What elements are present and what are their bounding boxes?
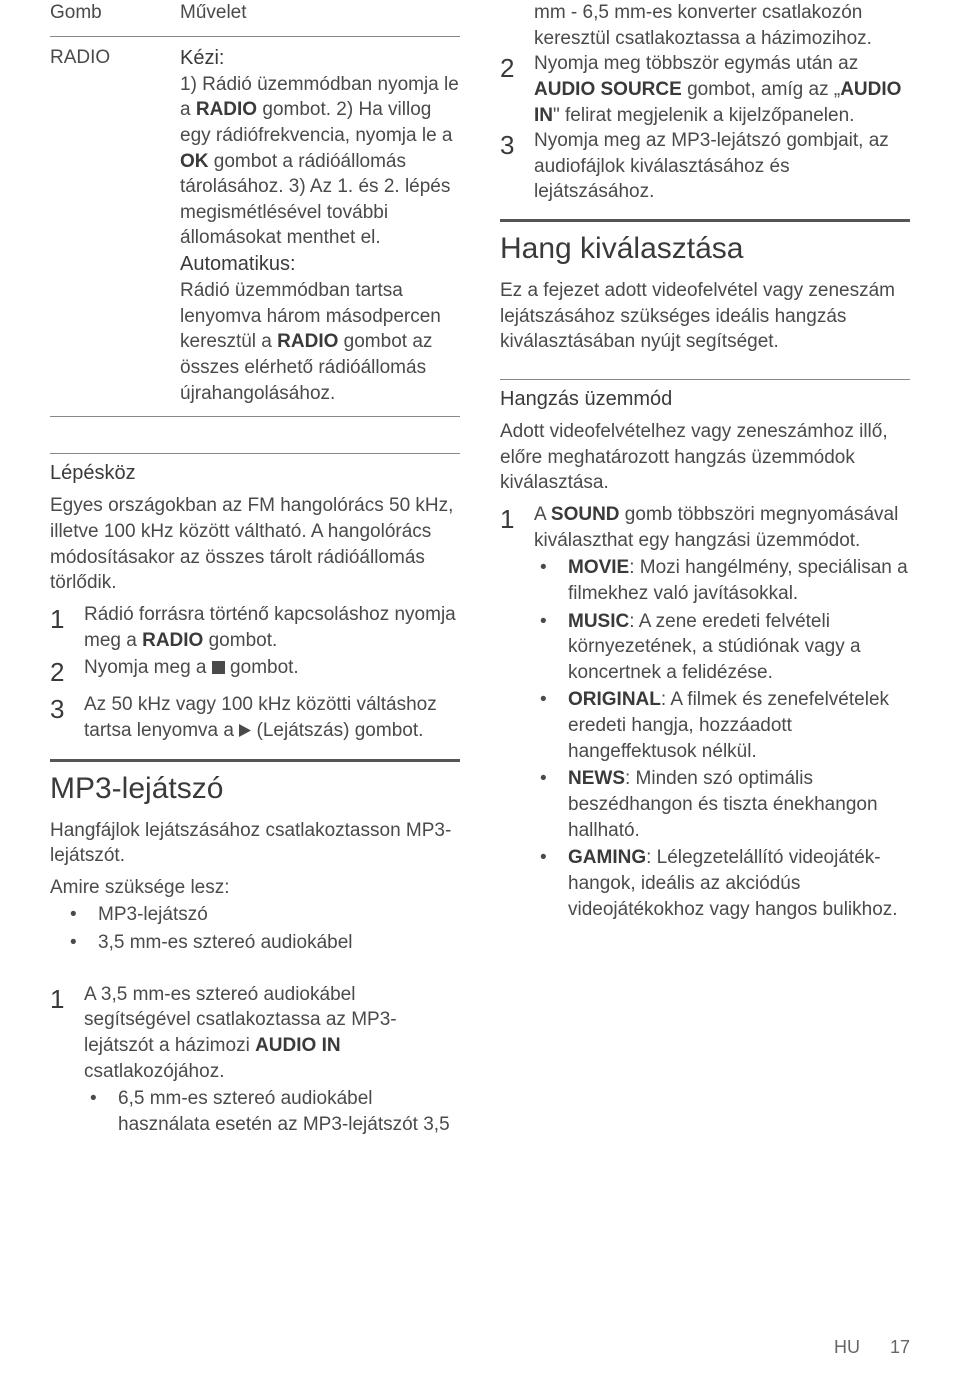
lepeskoz-steps: 1 Rádió forrásra történő kapcsoláshoz ny… — [50, 602, 460, 745]
divider — [50, 36, 460, 37]
stop-icon — [212, 661, 225, 674]
page-columns: Gomb Művelet RADIO Kézi: 1) Rádió üzemmó… — [50, 0, 910, 1317]
left-column: Gomb Művelet RADIO Kézi: 1) Rádió üzemmó… — [50, 0, 460, 1317]
modes-list: •MOVIE: Mozi hangélmény, speciálisan a f… — [500, 555, 910, 922]
mp3-need-list: •MP3-lejátszó •3,5 mm-es sztereó audioká… — [50, 902, 460, 955]
continuation-text: mm - 6,5 mm-es konverter csatlakozón ker… — [500, 0, 910, 51]
footer-page: 17 — [890, 1337, 910, 1358]
list-item: 3 Nyomja meg az MP3-lejátszó gombjait, a… — [500, 128, 910, 205]
list-item: 1 Rádió forrásra történő kapcsoláshoz ny… — [50, 602, 460, 653]
divider — [50, 453, 460, 454]
list-item: •MP3-lejátszó — [50, 902, 460, 928]
step-text: Az 50 kHz vagy 100 kHz közötti váltáshoz… — [84, 692, 460, 744]
table-cell-action: Kézi: 1) Rádió üzemmódban nyomja le a RA… — [180, 45, 460, 407]
bullet-icon: • — [540, 687, 568, 764]
mp3-steps: 1 A 3,5 mm-es sztereó audiokábel segítsé… — [50, 982, 460, 1085]
table-header-col2: Művelet — [180, 0, 460, 26]
mode-steps: 1 A SOUND gomb többszöri megnyomásával k… — [500, 502, 910, 553]
hang-heading: Hang kiválasztása — [500, 232, 910, 266]
bullet-icon: • — [540, 555, 568, 606]
table-header-col1: Gomb — [50, 0, 180, 26]
list-item: •6,5 mm-es sztereó audiokábel használata… — [50, 1086, 460, 1137]
step-number: 2 — [50, 655, 84, 690]
step-number: 2 — [500, 51, 534, 128]
radio-bold: RADIO — [196, 99, 257, 120]
auto-label: Automatikus: — [180, 253, 296, 275]
thick-divider — [50, 759, 460, 762]
mp3-heading: MP3-lejátszó — [50, 772, 460, 806]
bullet-icon: • — [70, 930, 98, 956]
bullet-icon: • — [540, 609, 568, 686]
text: gombot a rádióállomás tárolásához. 3) Az… — [180, 151, 450, 249]
table-cell-button: RADIO — [50, 45, 180, 407]
divider — [50, 416, 460, 417]
step-text: Nyomja meg többször egymás után az AUDIO… — [534, 51, 910, 128]
divider — [500, 379, 910, 380]
step-number: 1 — [50, 982, 84, 1085]
ok-bold: OK — [180, 151, 209, 172]
mp3-need-heading: Amire szüksége lesz: — [50, 875, 460, 901]
step-number: 1 — [50, 602, 84, 653]
list-item: •GAMING: Lélegzetelállító videojáték-han… — [500, 845, 910, 922]
mode-heading: Hangzás üzemmód — [500, 388, 910, 411]
lepeskoz-heading: Lépésköz — [50, 462, 460, 485]
list-item: •MUSIC: A zene eredeti felvételi környez… — [500, 609, 910, 686]
right-steps: 2 Nyomja meg többször egymás után az AUD… — [500, 51, 910, 205]
hang-para: Ez a fejezet adott videofelvétel vagy ze… — [500, 278, 910, 355]
list-item: •3,5 mm-es sztereó audiokábel — [50, 930, 460, 956]
mp3-para: Hangfájlok lejátszásához csatlakoztasson… — [50, 818, 460, 869]
list-item: 3 Az 50 kHz vagy 100 kHz közötti váltásh… — [50, 692, 460, 744]
step-text: Nyomja meg a gombot. — [84, 655, 460, 690]
radio-bold: RADIO — [277, 331, 338, 352]
table-header-row: Gomb Művelet — [50, 0, 460, 26]
bullet-icon: • — [90, 1086, 118, 1137]
lepeskoz-para: Egyes országokban az FM hangolórács 50 k… — [50, 493, 460, 596]
list-item: •MOVIE: Mozi hangélmény, speciálisan a f… — [500, 555, 910, 606]
list-item: •NEWS: Minden szó optimális beszédhangon… — [500, 766, 910, 843]
bullet-icon: • — [540, 766, 568, 843]
mode-para: Adott videofelvételhez vagy zeneszámhoz … — [500, 419, 910, 496]
bullet-icon: • — [70, 902, 98, 928]
footer-lang: HU — [834, 1337, 860, 1358]
list-item: •ORIGINAL: A filmek és zenefelvételek er… — [500, 687, 910, 764]
mp3-step1-sub: •6,5 mm-es sztereó audiokábel használata… — [50, 1086, 460, 1137]
list-item: 2 Nyomja meg többször egymás után az AUD… — [500, 51, 910, 128]
thick-divider — [500, 219, 910, 222]
right-column: mm - 6,5 mm-es konverter csatlakozón ker… — [500, 0, 910, 1317]
step-number: 3 — [500, 128, 534, 205]
kezi-label: Kézi: — [180, 47, 224, 69]
table-row: RADIO Kézi: 1) Rádió üzemmódban nyomja l… — [50, 45, 460, 407]
step-text: A SOUND gomb többszöri megnyomásával kiv… — [534, 502, 910, 553]
step-text: Nyomja meg az MP3-lejátszó gombjait, az … — [534, 128, 910, 205]
bullet-icon: • — [540, 845, 568, 922]
step-text: A 3,5 mm-es sztereó audiokábel segítségé… — [84, 982, 460, 1085]
page-footer: HU 17 — [50, 1317, 910, 1358]
step-number: 1 — [500, 502, 534, 553]
step-number: 3 — [50, 692, 84, 744]
play-icon — [239, 719, 251, 745]
list-item: 1 A 3,5 mm-es sztereó audiokábel segítsé… — [50, 982, 460, 1085]
list-item: 2 Nyomja meg a gombot. — [50, 655, 460, 690]
step-text: Rádió forrásra történő kapcsoláshoz nyom… — [84, 602, 460, 653]
list-item: 1 A SOUND gomb többszöri megnyomásával k… — [500, 502, 910, 553]
